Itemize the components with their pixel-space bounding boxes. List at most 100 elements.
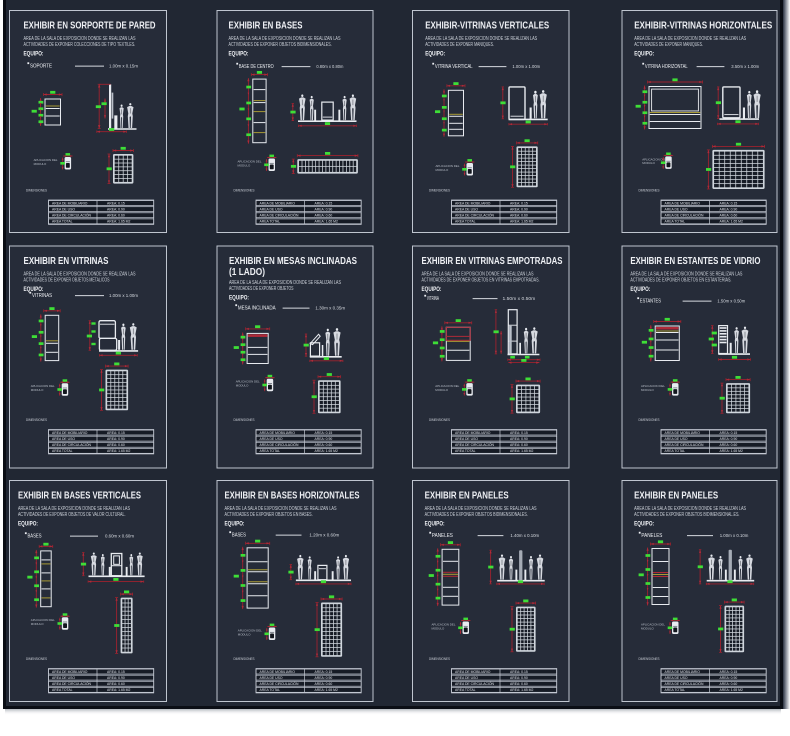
svg-text:BASES: BASES	[232, 533, 246, 539]
svg-text:AREA DE USO: AREA DE USO	[52, 208, 75, 212]
svg-text:1.00m x 1.00m: 1.00m x 1.00m	[512, 64, 540, 70]
svg-text:AREA: 0.60: AREA: 0.60	[720, 443, 738, 447]
svg-text:EQUIPO:: EQUIPO:	[425, 521, 445, 528]
svg-text:AREA DE USO: AREA DE USO	[665, 437, 688, 441]
svg-text:AREA: 1.65 M2: AREA: 1.65 M2	[315, 220, 338, 224]
svg-text:EQUIPO:: EQUIPO:	[229, 295, 249, 302]
svg-text:AREA TOTAL: AREA TOTAL	[260, 449, 281, 453]
svg-text:AREA: 0.60: AREA: 0.60	[315, 682, 333, 686]
svg-text:1.50m x 0.50m: 1.50m x 0.50m	[717, 299, 745, 305]
svg-text:ACTIVIDADES DE EXPONER OBJETOS: ACTIVIDADES DE EXPONER OBJETOS EN ESTANT…	[630, 278, 731, 284]
svg-text:AREA DE LA SALA DE EXPOSICION: AREA DE LA SALA DE EXPOSICION DONDE SE R…	[425, 36, 537, 42]
svg-text:EXHIBIR EN PANELES: EXHIBIR EN PANELES	[634, 491, 718, 502]
svg-text:AREA DE LA SALA DE EXPOSICION: AREA DE LA SALA DE EXPOSICION DONDE SE R…	[18, 506, 130, 512]
svg-text:AREA DE LA SALA DE EXPOSICION: AREA DE LA SALA DE EXPOSICION DONDE SE R…	[422, 271, 534, 277]
svg-text:1.50m x 0.50m: 1.50m x 0.50m	[503, 296, 536, 302]
svg-text:ACTIVIDADES DE EXPONER OBJETOS: ACTIVIDADES DE EXPONER OBJETOS BIDIMENSI…	[425, 512, 528, 518]
svg-text:AREA DE CIRCULACIÓN: AREA DE CIRCULACIÓN	[665, 213, 705, 218]
svg-text:AREA DE LA SALA DE EXPOSICION: AREA DE LA SALA DE EXPOSICION DONDE SE R…	[229, 280, 341, 286]
svg-text:AREA TOTAL: AREA TOTAL	[455, 688, 476, 692]
svg-text:AREA: 0.15: AREA: 0.15	[107, 201, 125, 205]
svg-text:MODULO: MODULO	[31, 388, 44, 392]
svg-text:AREA DE MOBILIARIO: AREA DE MOBILIARIO	[52, 670, 88, 674]
svg-text:APLICACION DEL: APLICACION DEL	[236, 380, 260, 384]
svg-text:MODULO: MODULO	[436, 168, 449, 172]
svg-text:AREA DE USO: AREA DE USO	[260, 208, 283, 212]
svg-text:AREA: 0.90: AREA: 0.90	[315, 208, 333, 212]
svg-text:AREA: 1.65 M2: AREA: 1.65 M2	[107, 688, 130, 692]
svg-text:EXHIBIR EN BASES: EXHIBIR EN BASES	[229, 21, 303, 32]
svg-text:AREA DE LA SALA DE EXPOSICION: AREA DE LA SALA DE EXPOSICION DONDE SE R…	[229, 36, 341, 42]
svg-text:EXHIBIR-VITRINAS HORIZONTALES: EXHIBIR-VITRINAS HORIZONTALES	[634, 21, 772, 32]
svg-text:1.40m x 0.10m: 1.40m x 0.10m	[510, 533, 539, 539]
svg-text:AREA: 1.65 M2: AREA: 1.65 M2	[720, 220, 743, 224]
svg-text:AREA DE USO: AREA DE USO	[455, 208, 478, 212]
svg-text:EQUIPO:: EQUIPO:	[225, 521, 245, 528]
svg-text:AREA DE USO: AREA DE USO	[665, 676, 688, 680]
svg-text:DIMENSIONES: DIMENSIONES	[26, 657, 47, 661]
svg-text:AREA DE USO: AREA DE USO	[52, 437, 75, 441]
svg-text:AREA: 1.65 M2: AREA: 1.65 M2	[107, 449, 130, 453]
svg-text:ACTIVIDADES DE EXPONER OBJETOS: ACTIVIDADES DE EXPONER OBJETOS DE VALOR …	[18, 512, 126, 518]
svg-text:DIMENSIONES: DIMENSIONES	[26, 189, 47, 193]
svg-text:0.80m x 0.80m: 0.80m x 0.80m	[316, 64, 343, 70]
svg-text:AREA TOTAL: AREA TOTAL	[665, 688, 686, 692]
svg-text:AREA: 0.15: AREA: 0.15	[107, 670, 125, 674]
svg-text:DIMENSIONES: DIMENSIONES	[639, 657, 660, 661]
svg-text:EQUIPO:: EQUIPO:	[422, 286, 442, 293]
svg-text:APLICACION DEL: APLICACION DEL	[238, 160, 262, 164]
svg-text:AREA: 0.90: AREA: 0.90	[107, 676, 125, 680]
svg-text:MODULO: MODULO	[238, 632, 251, 636]
svg-text:AREA DE CIRCULACIÓN: AREA DE CIRCULACIÓN	[665, 681, 705, 686]
svg-text:DIMENSIONES: DIMENSIONES	[26, 418, 47, 422]
svg-text:AREA DE USO: AREA DE USO	[455, 437, 478, 441]
svg-text:AREA: 0.90: AREA: 0.90	[107, 437, 125, 441]
svg-text:AREA DE MOBILIARIO: AREA DE MOBILIARIO	[455, 670, 491, 674]
svg-text:EQUIPO:: EQUIPO:	[229, 51, 249, 58]
svg-text:AREA: 0.60: AREA: 0.60	[315, 443, 333, 447]
svg-text:AREA: 0.90: AREA: 0.90	[510, 437, 528, 441]
svg-text:BASE DE CENTRO: BASE DE CENTRO	[239, 64, 274, 70]
svg-text:1.00m x 0.15m: 1.00m x 0.15m	[109, 64, 138, 70]
svg-text:ACTIVIDADES DE EXPONER OBJETOS: ACTIVIDADES DE EXPONER OBJETOS EN BASES.	[225, 512, 313, 518]
svg-text:1.20m x 0.60m: 1.20m x 0.60m	[309, 533, 339, 539]
svg-text:AREA DE MOBILIARIO: AREA DE MOBILIARIO	[665, 201, 701, 205]
svg-text:VITRINA VERTICAL: VITRINA VERTICAL	[435, 64, 473, 70]
svg-text:1.30m x 0.35m: 1.30m x 0.35m	[315, 306, 345, 312]
svg-text:1.00m x 1.00m: 1.00m x 1.00m	[109, 293, 138, 299]
svg-text:AREA DE LA SALA DE EXPOSICION: AREA DE LA SALA DE EXPOSICION DONDE SE R…	[24, 271, 136, 277]
svg-text:MODULO: MODULO	[238, 163, 251, 167]
svg-text:AREA DE LA SALA DE EXPOSICION: AREA DE LA SALA DE EXPOSICION DONDE SE R…	[425, 506, 537, 512]
svg-text:AREA: 0.90: AREA: 0.90	[720, 676, 738, 680]
svg-text:EXHIBIR EN VITRINAS: EXHIBIR EN VITRINAS	[24, 256, 109, 267]
svg-text:AREA: 0.15: AREA: 0.15	[510, 670, 528, 674]
svg-text:AREA: 0.60: AREA: 0.60	[107, 214, 125, 218]
svg-text:EXHIBIR EN SORPORTE DE PARED: EXHIBIR EN SORPORTE DE PARED	[24, 21, 156, 32]
svg-text:AREA DE LA SALA DE EXPOSICION: AREA DE LA SALA DE EXPOSICION DONDE SE R…	[225, 506, 337, 512]
svg-text:EQUIPO:: EQUIPO:	[24, 286, 44, 293]
svg-text:ACTIVIDADES DE EXPONER OBJETOS: ACTIVIDADES DE EXPONER OBJETOS EN VITRIN…	[422, 278, 540, 284]
svg-text:AREA TOTAL: AREA TOTAL	[455, 220, 476, 224]
svg-text:AREA DE MOBILIARIO: AREA DE MOBILIARIO	[52, 431, 88, 435]
svg-text:AREA: 1.65 M2: AREA: 1.65 M2	[107, 220, 130, 224]
svg-text:AREA: 0.90: AREA: 0.90	[720, 437, 738, 441]
svg-text:AREA DE MOBILIARIO: AREA DE MOBILIARIO	[455, 431, 491, 435]
svg-text:AREA: 0.90: AREA: 0.90	[510, 676, 528, 680]
svg-text:AREA: 1.65 M2: AREA: 1.65 M2	[510, 220, 533, 224]
svg-text:AREA: 0.60: AREA: 0.60	[510, 682, 528, 686]
svg-text:SOPORTE: SOPORTE	[30, 64, 52, 70]
svg-text:AREA: 0.90: AREA: 0.90	[107, 208, 125, 212]
svg-text:ACTIVIDADES DE EXPONER OBJETOS: ACTIVIDADES DE EXPONER OBJETOS BIDIMENSI…	[229, 42, 332, 48]
svg-text:AREA DE USO: AREA DE USO	[52, 676, 75, 680]
svg-text:APLICACION DEL: APLICACION DEL	[436, 164, 460, 168]
svg-text:EXHIBIR EN PANELES: EXHIBIR EN PANELES	[425, 491, 509, 502]
svg-text:AREA: 0.90: AREA: 0.90	[315, 437, 333, 441]
svg-text:AREA DE CIRCULACIÓN: AREA DE CIRCULACIÓN	[260, 681, 300, 686]
svg-text:AREA DE MOBILIARIO: AREA DE MOBILIARIO	[52, 201, 88, 205]
svg-text:MODULO: MODULO	[432, 626, 445, 630]
svg-text:EXHIBIR-VITRINAS VERTICALES: EXHIBIR-VITRINAS VERTICALES	[425, 21, 549, 32]
svg-text:AREA TOTAL: AREA TOTAL	[455, 449, 476, 453]
svg-text:APLICACION DEL: APLICACION DEL	[641, 623, 665, 627]
svg-text:(1 LADO): (1 LADO)	[229, 267, 265, 278]
svg-text:EXHIBIR EN BASES HORIZONTALES: EXHIBIR EN BASES HORIZONTALES	[225, 491, 360, 502]
